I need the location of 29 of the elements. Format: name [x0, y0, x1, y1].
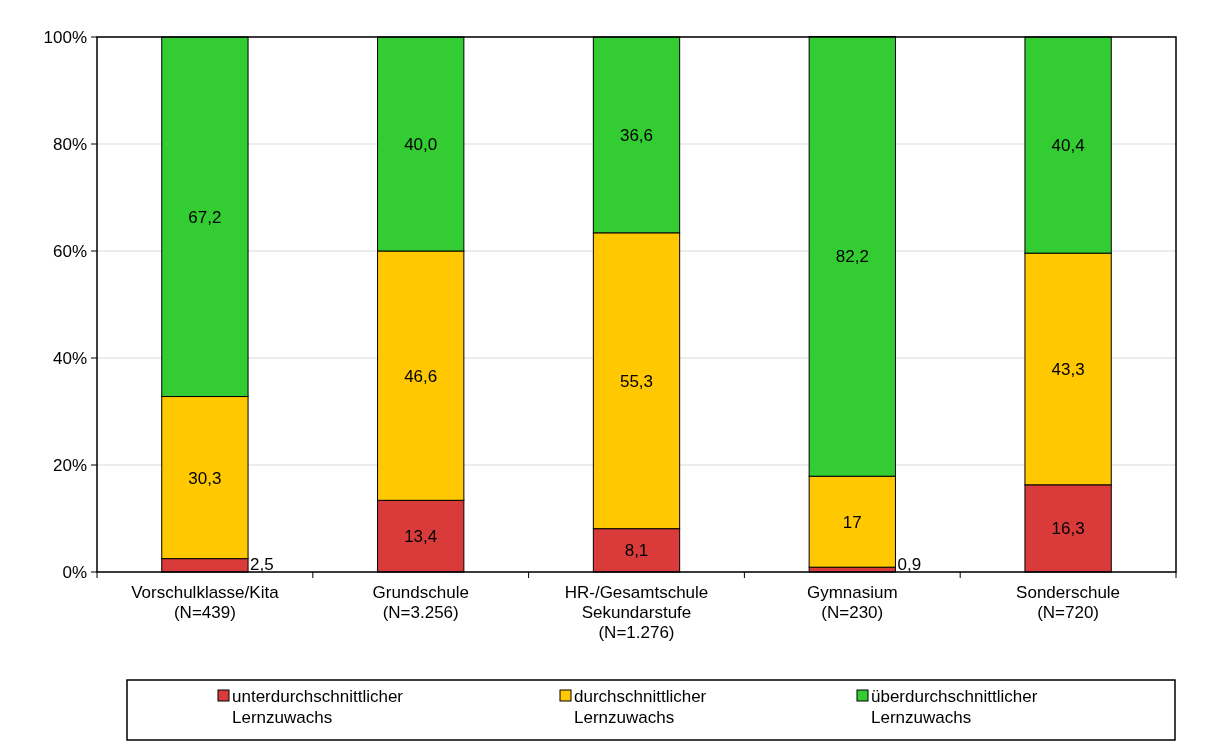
- data-label: 67,2: [188, 207, 222, 227]
- y-tick-label: 80%: [52, 134, 87, 154]
- data-label: 13,4: [404, 527, 438, 547]
- data-label: 16,3: [1051, 519, 1085, 539]
- legend-label: überdurchschnittlicher Lernzuwachs: [871, 687, 1038, 727]
- x-tick-label: Grundschule (N=3.256): [372, 583, 469, 622]
- x-tick-label: HR-/Gesamtschule Sekundarstufe (N=1.276): [564, 583, 709, 642]
- x-tick-label: Sonderschule (N=720): [1016, 583, 1121, 622]
- legend-label: unterdurchschnittlicher Lernzuwachs: [232, 687, 404, 727]
- data-label: 0,9: [897, 555, 922, 574]
- y-tick-label: 100%: [43, 27, 87, 47]
- y-tick-label: 60%: [52, 241, 87, 261]
- data-label: 46,6: [404, 366, 438, 386]
- data-label: 40,4: [1051, 136, 1085, 156]
- y-tick-label: 0%: [62, 562, 87, 582]
- data-label: 40,0: [404, 134, 438, 154]
- legend-label: durchschnittlicher Lernzuwachs: [574, 687, 707, 727]
- data-label: 82,2: [835, 247, 869, 267]
- y-tick-label: 40%: [52, 348, 87, 368]
- y-tick-label: 20%: [52, 455, 87, 475]
- data-label: 30,3: [188, 468, 222, 488]
- data-label: 43,3: [1051, 359, 1085, 379]
- data-label: 8,1: [624, 541, 649, 561]
- data-label: 36,6: [619, 125, 654, 145]
- data-label: 55,3: [619, 371, 654, 391]
- x-tick-label: Vorschulklasse/Kita (N=439): [131, 583, 280, 622]
- data-label: 2,5: [250, 555, 274, 574]
- x-tick-label: Gymnasium (N=230): [806, 583, 898, 622]
- data-label: 17: [842, 512, 862, 532]
